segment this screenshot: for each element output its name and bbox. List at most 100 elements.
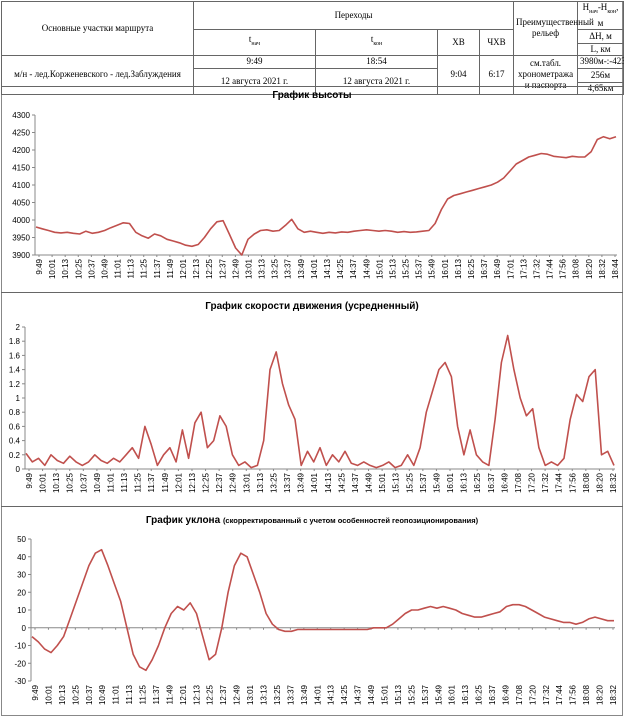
slope-x-tick-label: 14:49	[367, 684, 376, 705]
slope-x-tick-label: 18:32	[609, 684, 618, 705]
speed-y-tick-label: 0	[16, 465, 21, 474]
altitude-x-tick-label: 16:25	[467, 258, 476, 279]
altitude-x-tick-label: 10:01	[48, 258, 57, 279]
altitude-x-tick-label: 18:44	[611, 258, 620, 279]
slope-y-tick-label: 10	[17, 606, 26, 615]
l-header: L, км	[577, 42, 624, 56]
slope-x-tick-label: 17:44	[555, 684, 564, 705]
route-name: м/н - лед.Корженевского - лед.Заблуждени…	[1, 54, 194, 95]
altitude-series-line	[35, 135, 617, 256]
speed-x-tick-label: 11:37	[147, 472, 156, 492]
slope-x-tick-label: 11:13	[125, 684, 134, 704]
speed-x-tick-label: 13:25	[269, 472, 278, 493]
altitude-x-tick-label: 17:56	[559, 258, 568, 279]
slope-x-tick-label: 16:13	[461, 684, 470, 705]
speed-chart-svg: 0 0.2 0.4 0.6 0.8 1 1.2 1.4 1.6 1.8 2 9:49 10:01 10:1…	[9, 323, 618, 493]
speed-series-line	[25, 334, 615, 469]
slope-x-tick-label: 10:37	[85, 684, 94, 705]
altitude-x-tick-label: 18:08	[572, 258, 581, 279]
altitude-chart: График высоты 3900 3950 4000 4050 4100 4150 42…	[1, 86, 623, 292]
altitude-x-tick-label: 13:49	[297, 258, 306, 279]
altitude-x-tick-label: 14:25	[336, 258, 345, 279]
dh-header: ΔH, м	[577, 28, 624, 44]
speed-x-tick-label: 13:01	[242, 472, 251, 493]
altitude-x-tick-label: 10:37	[87, 258, 96, 279]
slope-x-tick-label: 12:49	[233, 684, 242, 705]
speed-x-tick-label: 14:49	[365, 472, 374, 493]
slope-x-tick-label: 14:13	[327, 684, 336, 705]
t-end-date: 12 августа 2021 г.	[315, 67, 438, 95]
speed-x-tick-label: 17:44	[555, 472, 564, 493]
speed-x-tick-label: 10:49	[93, 472, 102, 493]
slope-chart-svg: -30 -20 -10 0 10 20 30 40 50 9:49 10:01 10:13 10:25 1…	[14, 535, 618, 705]
speed-y-tick-label: 1.6	[9, 351, 21, 360]
t-end-time: 18:54	[315, 54, 438, 69]
slope-x-tick-label: 15:01	[380, 684, 389, 705]
altitude-x-tick-label: 15:01	[375, 258, 384, 279]
altitude-x-tick-label: 10:49	[100, 258, 109, 279]
altitude-chart-title: График высоты	[272, 90, 352, 101]
slope-x-tick-label: 14:37	[354, 684, 363, 705]
slope-x-tick-label: 11:37	[152, 684, 161, 704]
altitude-x-tick-label: 12:49	[231, 258, 240, 279]
t-start-header: tнач	[193, 28, 316, 56]
speed-x-tick-label: 11:49	[161, 472, 170, 492]
speed-x-tick-label: 12:01	[174, 472, 183, 493]
speed-x-tick-label: 15:13	[392, 472, 401, 493]
t-end-header: tкон	[315, 28, 438, 56]
speed-y-tick-label: 0.4	[9, 437, 21, 446]
altitude-x-tick-label: 11:37	[153, 258, 162, 278]
altitude-x-tick-label: 14:13	[323, 258, 332, 279]
slope-x-tick-label: 11:01	[112, 684, 121, 704]
speed-x-tick-label: 12:49	[229, 472, 238, 493]
speed-x-tick-label: 16:01	[446, 472, 455, 493]
speed-x-tick-label: 9:49	[25, 472, 34, 488]
altitude-y-tick-label: 4050	[12, 199, 30, 208]
altitude-y-tick-label: 4250	[12, 129, 30, 138]
altitude-x-tick-label: 13:13	[258, 258, 267, 279]
slope-chart-title-row: График уклона (скорректированный с учето…	[1, 515, 623, 526]
speed-x-tick-label: 18:08	[582, 472, 591, 493]
slope-x-tick-label: 15:49	[434, 684, 443, 705]
altitude-x-tick-label: 11:49	[166, 258, 175, 278]
slope-x-tick-label: 13:49	[300, 684, 309, 705]
speed-x-tick-label: 14:01	[310, 472, 319, 493]
altitude-y-tick-label: 4300	[12, 111, 30, 120]
slope-x-tick-label: 16:01	[448, 684, 457, 705]
speed-x-tick-label: 16:13	[460, 472, 469, 493]
slope-y-tick-label: 40	[17, 553, 26, 562]
transitions-header: Переходы	[192, 1, 515, 30]
altitude-y-tick-label: 3950	[12, 234, 30, 243]
speed-x-tick-label: 10:13	[52, 472, 61, 493]
speed-x-tick-label: 17:56	[568, 472, 577, 493]
altitude-x-tick-label: 17:44	[546, 258, 555, 279]
speed-x-tick-label: 13:37	[283, 472, 292, 493]
speed-x-tick-label: 16:25	[473, 472, 482, 493]
route-header-table: Основные участки маршрута Переходы Преим…	[1, 1, 624, 95]
t-start-time: 9:49	[193, 54, 316, 69]
t-start-date: 12 августа 2021 г.	[193, 67, 316, 95]
altitude-x-tick-label: 11:01	[114, 258, 123, 278]
altitude-x-tick-label: 16:13	[454, 258, 463, 279]
l-value: 4,65км	[577, 81, 624, 95]
altitude-x-tick-label: 18:32	[598, 258, 607, 279]
chv-header: ЧХВ	[478, 28, 515, 56]
slope-x-tick-label: 10:13	[58, 684, 67, 705]
slope-chart: График уклона (скорректированный с учето…	[1, 506, 623, 716]
slope-y-tick-label: 0	[22, 624, 27, 633]
speed-chart-title: График скорости движения (усредненный)	[205, 301, 419, 312]
altitude-y-tick-label: 4000	[12, 216, 30, 225]
speed-x-tick-label: 13:13	[256, 472, 265, 493]
slope-x-tick-label: 10:25	[71, 684, 80, 705]
slope-x-tick-label: 11:49	[165, 684, 174, 704]
speed-x-tick-label: 10:01	[39, 472, 48, 493]
altitude-y-tick-label: 4200	[12, 146, 30, 155]
altitude-x-tick-label: 14:49	[362, 258, 371, 279]
speed-x-tick-label: 17:32	[541, 472, 550, 493]
elevation-value: 3980м-:-4236м	[577, 54, 624, 69]
slope-x-tick-label: 12:37	[219, 684, 228, 705]
altitude-x-tick-label: 15:49	[428, 258, 437, 279]
altitude-x-tick-label: 16:37	[480, 258, 489, 279]
slope-x-tick-label: 17:08	[515, 684, 524, 705]
altitude-x-tick-label: 17:01	[506, 258, 515, 279]
